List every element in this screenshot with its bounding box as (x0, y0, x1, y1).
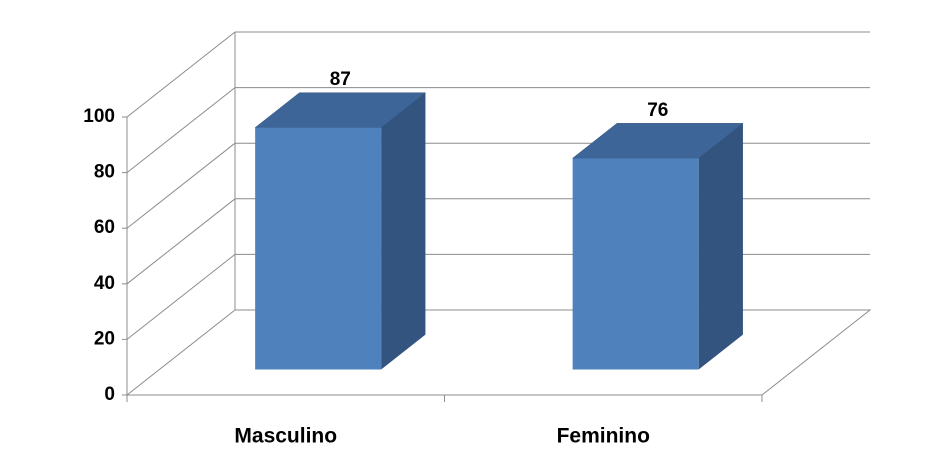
y-tick-label: 100 (83, 106, 115, 127)
y-tick-label: 80 (94, 162, 115, 183)
grid-line (126, 142, 236, 229)
y-tick-label: 40 (94, 273, 115, 294)
value-label: 76 (647, 100, 668, 121)
grid-line (126, 254, 236, 340)
bar-side (381, 92, 426, 370)
bar (255, 127, 382, 370)
grid-line (126, 198, 236, 285)
y-tick-label: 60 (94, 217, 115, 238)
floor (127, 309, 872, 396)
y-tick-label: 20 (94, 328, 115, 349)
bar (572, 158, 699, 370)
grid-line (126, 87, 236, 173)
x-tick-label: Masculino (234, 425, 337, 448)
y-tick-label: 0 (104, 384, 115, 405)
grid-line (126, 31, 236, 118)
grid-line (126, 309, 236, 396)
x-tick-label: Feminino (557, 425, 650, 448)
bar-side (698, 123, 743, 370)
value-label: 87 (330, 69, 351, 90)
